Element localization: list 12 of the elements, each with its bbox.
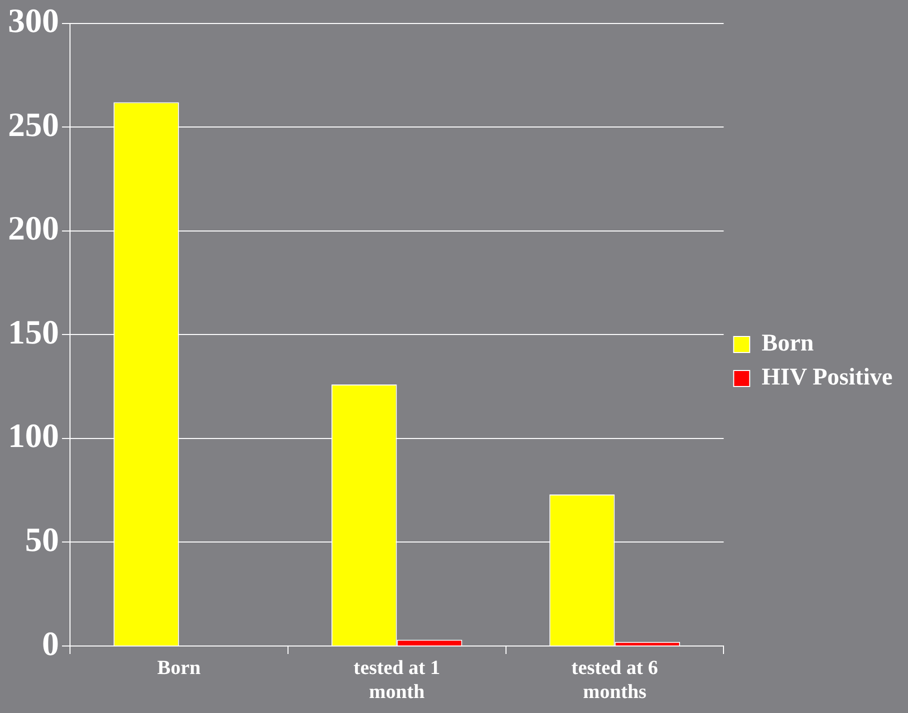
y-tick-label: 200 bbox=[8, 210, 59, 248]
x-tick-label: tested at 1 month bbox=[354, 657, 440, 704]
y-tick-label: 250 bbox=[8, 106, 59, 144]
x-tick-label: Born bbox=[157, 657, 201, 680]
legend-label: HIV Positive bbox=[762, 364, 893, 391]
y-tick-label: 100 bbox=[8, 418, 59, 456]
y-tick-label: 300 bbox=[8, 3, 59, 40]
y-tick-label: 0 bbox=[42, 626, 59, 663]
y-tick-label: 50 bbox=[25, 522, 59, 560]
x-tick-label: tested at 6 months bbox=[571, 657, 658, 704]
legend-label: Born bbox=[762, 330, 814, 357]
y-tick-label: 150 bbox=[8, 314, 59, 352]
